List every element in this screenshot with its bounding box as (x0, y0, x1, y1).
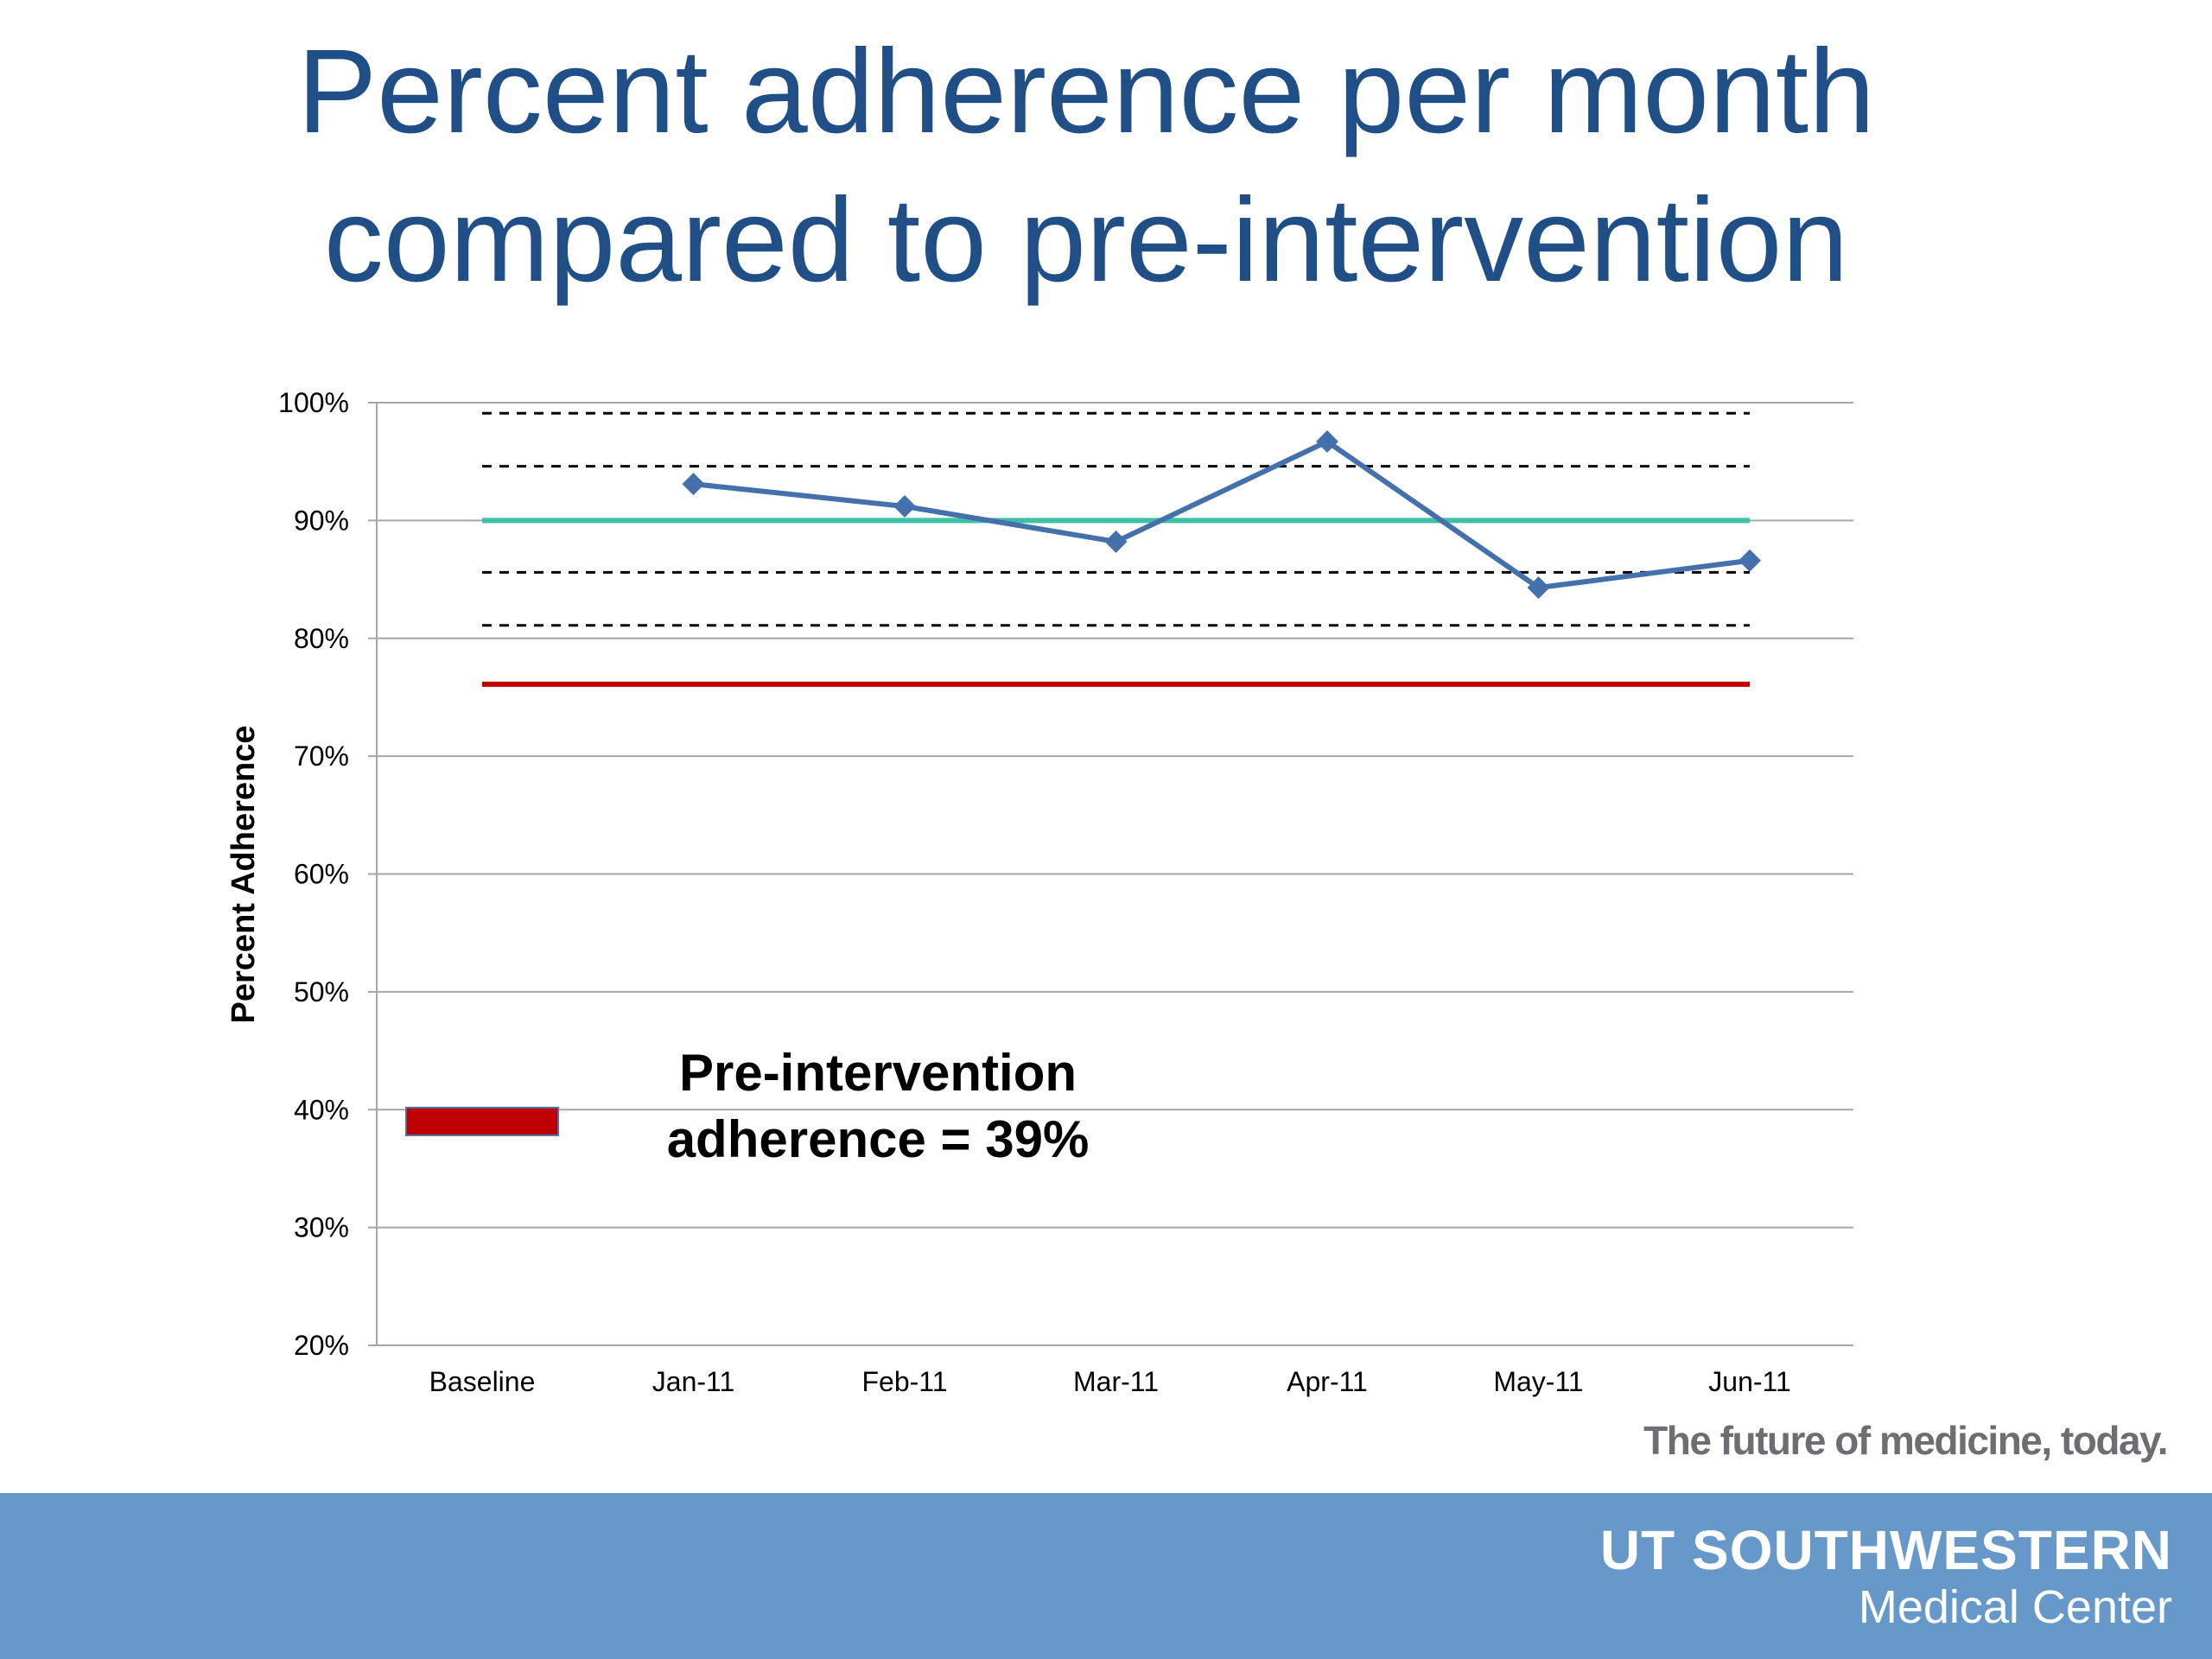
y-tick-labels: 20% 30% 40% 50% 60% 70% 80% 90% 100% (278, 387, 349, 1361)
baseline-adherence-bar (405, 1106, 559, 1136)
x-tick-label: May-11 (1493, 1366, 1583, 1397)
x-tick-label: Baseline (429, 1366, 536, 1397)
footer-bar: UT SOUTHWESTERN Medical Center (0, 1493, 2212, 1659)
y-tick-label: 50% (294, 976, 349, 1007)
footer-logo: UT SOUTHWESTERN Medical Center (1600, 1519, 2172, 1633)
footer-org-subtitle: Medical Center (1858, 1581, 2172, 1633)
y-tick-label: 60% (294, 859, 349, 890)
y-tick-label: 100% (278, 387, 349, 418)
data-point-marker (1104, 530, 1128, 553)
y-tick-label: 30% (294, 1212, 349, 1243)
slide-title: Percent adherence per month compared to … (0, 17, 2172, 315)
slide-title-line-2: compared to pre-intervention (323, 174, 1849, 307)
reference-lines (482, 411, 1750, 687)
adherence-chart: 20% 30% 40% 50% 60% 70% 80% 90% 100% Baseline Jan… (226, 387, 1853, 1397)
slide-title-line-1: Percent adherence per month (297, 25, 1875, 158)
axes (368, 402, 1853, 1346)
x-tick-label: Mar-11 (1073, 1366, 1159, 1397)
y-tick-label: 70% (294, 741, 349, 772)
x-tick-labels: Baseline Jan-11 Feb-11 Mar-11 Apr-11 May-11 Ju… (429, 1366, 1791, 1397)
x-tick-label: Feb-11 (861, 1366, 947, 1397)
data-point-marker (1527, 576, 1550, 600)
baseline-bar-group (405, 1106, 559, 1136)
gridlines (377, 402, 1853, 1229)
series-line (693, 439, 1751, 591)
data-point-marker (682, 473, 705, 496)
y-tick-label: 20% (294, 1330, 349, 1361)
annotation-line-1: Pre-intervention (679, 1044, 1077, 1102)
y-tick-label: 90% (294, 505, 349, 536)
y-tick-label: 80% (294, 623, 349, 654)
annotation-line-2: adherence = 39% (667, 1110, 1090, 1168)
series-group (682, 430, 1761, 600)
footer-org-name: UT SOUTHWESTERN (1599, 1519, 2172, 1581)
y-tick-label: 40% (294, 1094, 349, 1125)
x-tick-label: Jan-11 (652, 1366, 734, 1397)
tagline: The future of medicine, today. (1643, 1418, 2168, 1463)
y-axis-title: Percent Adherence (226, 726, 262, 1024)
data-point-marker (1316, 430, 1338, 454)
x-tick-label: Apr-11 (1287, 1366, 1368, 1397)
data-point-marker (1738, 549, 1761, 572)
x-tick-label: Jun-11 (1708, 1366, 1790, 1397)
data-point-marker (893, 495, 916, 518)
